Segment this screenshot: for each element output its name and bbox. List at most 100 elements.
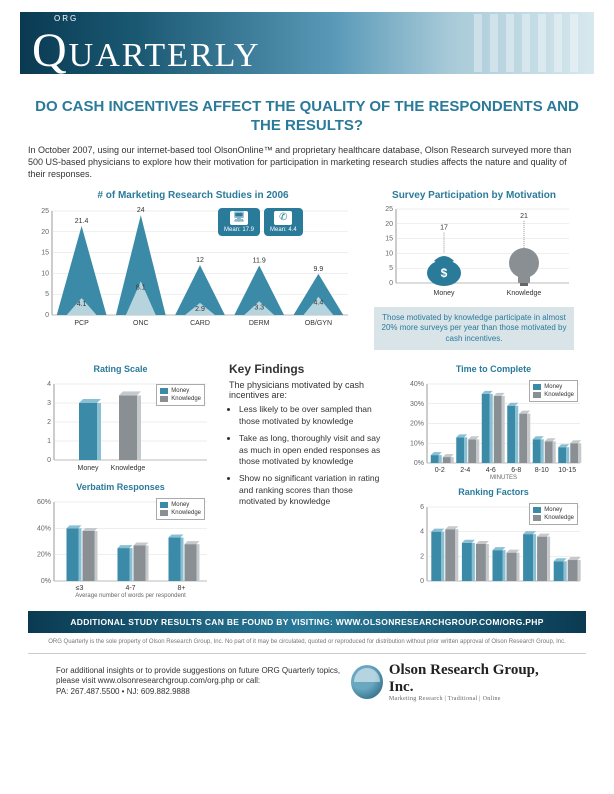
svg-text:21: 21 — [520, 213, 528, 220]
svg-text:PCP: PCP — [74, 320, 89, 327]
svg-text:Money: Money — [77, 465, 99, 472]
phone-icon: ✆ — [274, 211, 292, 225]
disclaimer: ORG Quarterly is the sole property of Ol… — [28, 639, 586, 647]
svg-text:8+: 8+ — [178, 585, 186, 592]
chart-time-title: Time to Complete — [401, 364, 586, 374]
svg-text:0: 0 — [389, 280, 393, 287]
chart-verbatim: Verbatim Responses Money Knowledge 0% 20%… — [28, 482, 213, 599]
svg-text:1: 1 — [47, 438, 51, 445]
svg-text:0: 0 — [45, 312, 49, 319]
svg-text:CARD: CARD — [190, 320, 210, 327]
svg-text:2: 2 — [47, 419, 51, 426]
masthead: ORG QQUARTERLYUARTERLY 4th Quarter, 2007 — [32, 14, 261, 84]
svg-text:ONC: ONC — [133, 320, 149, 327]
svg-text:≤3: ≤3 — [76, 585, 84, 592]
svg-text:$: $ — [441, 266, 448, 280]
chart-studies-svg: 051015202521.44.1PCP248.1ONC122.9CARD11.… — [28, 203, 358, 333]
findings-list: Less likely to be over sampled than thos… — [229, 404, 385, 508]
logo-tagline: Marketing Research | Traditional | Onlin… — [389, 696, 558, 702]
org-label: ORG — [54, 14, 261, 23]
svg-text:Money: Money — [433, 290, 455, 297]
key-findings: Key Findings The physicians motivated by… — [223, 362, 391, 599]
svg-text:5: 5 — [45, 291, 49, 298]
chart-participation-svg: 05101520251721$MoneyKnowledge — [374, 203, 574, 303]
svg-text:60%: 60% — [37, 499, 51, 506]
svg-text:10%: 10% — [410, 440, 424, 447]
svg-text:DERM: DERM — [249, 320, 270, 327]
svg-text:0%: 0% — [41, 578, 51, 585]
svg-text:8.1: 8.1 — [136, 284, 146, 291]
svg-text:OB/GYN: OB/GYN — [305, 320, 332, 327]
page-title: DO CASH INCENTIVES AFFECT THE QUALITY OF… — [28, 98, 586, 136]
findings-intro: The physicians motivated by cash incenti… — [229, 380, 385, 400]
company-logo: Olson Research Group, Inc. Marketing Res… — [351, 662, 558, 702]
chart-rating-title: Rating Scale — [28, 364, 213, 374]
footer-text2: PA: 267.487.5500 • NJ: 609.882.9888 — [56, 687, 190, 696]
findings-heading: Key Findings — [229, 362, 385, 376]
chart-rating: Rating Scale Money Knowledge 0 1 2 3 4 Money K… — [28, 364, 213, 476]
footer-contact: For additional insights or to provide su… — [56, 666, 351, 698]
chart-rank-title: Ranking Factors — [401, 487, 586, 497]
chart-rating-legend: Money Knowledge — [156, 384, 205, 406]
participation-callout: Those motivated by knowledge participate… — [374, 307, 574, 350]
svg-text:0: 0 — [420, 578, 424, 585]
svg-text:40%: 40% — [37, 525, 51, 532]
chart-studies-title: # of Marketing Research Studies in 2006 — [28, 190, 358, 201]
chart-verbatim-title: Verbatim Responses — [28, 482, 213, 492]
logo-globe-icon — [351, 665, 383, 699]
svg-text:20: 20 — [41, 229, 49, 236]
svg-text:0%: 0% — [414, 460, 424, 467]
svg-text:20%: 20% — [37, 552, 51, 559]
svg-text:4: 4 — [47, 381, 51, 388]
svg-text:15: 15 — [41, 250, 49, 257]
computer-icon: 🖥 — [230, 211, 248, 225]
svg-text:4-6: 4-6 — [486, 467, 496, 474]
header: ORG QQUARTERLYUARTERLY 4th Quarter, 2007 — [0, 0, 614, 90]
svg-text:10-15: 10-15 — [558, 467, 576, 474]
logo-name: Olson Research Group, Inc. — [389, 662, 558, 696]
svg-text:4: 4 — [420, 529, 424, 536]
header-column-photo — [474, 14, 584, 72]
svg-text:17: 17 — [440, 225, 448, 232]
chart-verbatim-legend: Money Knowledge — [156, 498, 205, 520]
intro-paragraph: In October 2007, using our internet-base… — [28, 144, 586, 180]
footer: For additional insights or to provide su… — [28, 653, 586, 702]
chart-time: Time to Complete Money Knowledge 0%10%20… — [401, 364, 586, 481]
svg-text:0: 0 — [47, 457, 51, 464]
svg-text:0-2: 0-2 — [435, 467, 445, 474]
chart-rank: Ranking Factors Money Knowledge 0246 — [401, 487, 586, 599]
svg-text:24: 24 — [137, 207, 145, 214]
svg-text:9.9: 9.9 — [314, 266, 324, 273]
svg-text:MINUTES: MINUTES — [490, 475, 517, 481]
svg-text:4.1: 4.1 — [77, 301, 87, 308]
svg-text:20%: 20% — [410, 421, 424, 428]
svg-text:5: 5 — [389, 265, 393, 272]
mean-b-label: Mean: 4.4 — [270, 227, 297, 233]
svg-text:10: 10 — [41, 270, 49, 277]
svg-text:12: 12 — [196, 257, 204, 264]
svg-text:8-10: 8-10 — [535, 467, 549, 474]
svg-text:Average number of words per re: Average number of words per respondent — [75, 593, 186, 599]
findings-item: Less likely to be over sampled than thos… — [239, 404, 385, 427]
svg-text:25: 25 — [41, 208, 49, 215]
svg-text:4.4: 4.4 — [314, 300, 324, 307]
svg-text:3: 3 — [47, 400, 51, 407]
svg-text:21.4: 21.4 — [75, 218, 89, 225]
chart-studies: # of Marketing Research Studies in 2006 … — [28, 190, 358, 350]
svg-text:6-8: 6-8 — [511, 467, 521, 474]
mean-computer: 🖥 Mean: 17.9 — [218, 208, 260, 236]
masthead-title: QQUARTERLYUARTERLY — [32, 23, 261, 78]
chart-participation: Survey Participation by Motivation 05101… — [374, 190, 574, 350]
svg-text:3.3: 3.3 — [254, 304, 264, 311]
svg-text:2-4: 2-4 — [460, 467, 470, 474]
svg-text:Knowledge: Knowledge — [111, 465, 146, 472]
findings-item: Take as long, thoroughly visit and say a… — [239, 433, 385, 467]
svg-text:6: 6 — [420, 504, 424, 511]
svg-text:11.9: 11.9 — [253, 257, 266, 264]
svg-text:20: 20 — [385, 221, 393, 228]
svg-text:40%: 40% — [410, 381, 424, 388]
svg-text:Knowledge: Knowledge — [507, 290, 542, 297]
svg-text:15: 15 — [385, 236, 393, 243]
mean-a-label: Mean: 17.9 — [224, 227, 254, 233]
svg-text:25: 25 — [385, 206, 393, 213]
